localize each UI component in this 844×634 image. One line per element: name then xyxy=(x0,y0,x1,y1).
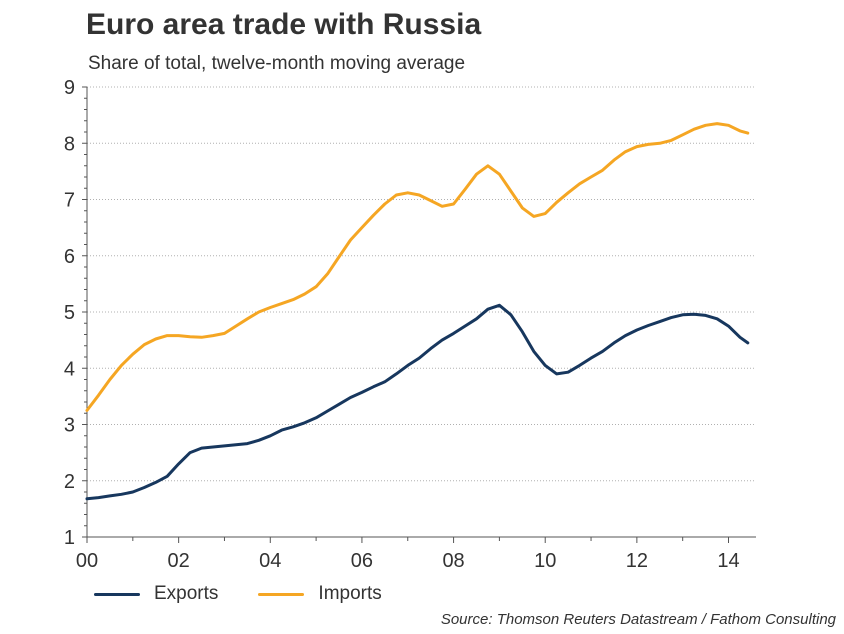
y-tick-label-2: 2 xyxy=(64,471,75,493)
series-line-imports xyxy=(85,122,750,412)
source-note: Source: Thomson Reuters Datastream / Fat… xyxy=(440,611,836,628)
x-tick-label-08: 08 xyxy=(442,550,464,572)
gridlines xyxy=(87,86,756,482)
chart-subtitle: Share of total, twelve-month moving aver… xyxy=(88,53,466,74)
y-tick-label-9: 9 xyxy=(64,77,75,99)
y-tick-label-5: 5 xyxy=(64,302,75,324)
y-tick-label-8: 8 xyxy=(64,133,75,155)
legend-swatch-imports xyxy=(258,592,305,596)
series-lines xyxy=(85,122,750,501)
y-tick-label-3: 3 xyxy=(64,415,75,437)
legend-label-imports: Imports xyxy=(318,583,382,604)
legend: Exports Imports xyxy=(94,583,422,605)
y-tick-label-6: 6 xyxy=(64,246,75,268)
x-tick-label-12: 12 xyxy=(626,550,648,572)
x-tick-label-06: 06 xyxy=(351,550,373,572)
y-tick-label-7: 7 xyxy=(64,190,75,212)
y-tick-label-1: 1 xyxy=(64,527,75,549)
x-tick-label-14: 14 xyxy=(717,550,739,572)
axes xyxy=(82,86,756,543)
x-tick-label-10: 10 xyxy=(534,550,556,572)
chart-title: Euro area trade with Russia xyxy=(86,8,482,41)
x-tick-label-00: 00 xyxy=(76,550,98,572)
x-tick-label-04: 04 xyxy=(259,550,281,572)
legend-swatch-exports xyxy=(94,592,140,596)
y-tick-label-4: 4 xyxy=(64,358,75,380)
series-line-exports xyxy=(85,303,750,501)
legend-item-imports: Imports xyxy=(258,583,382,605)
x-tick-label-02: 02 xyxy=(168,550,190,572)
legend-label-exports: Exports xyxy=(154,583,219,604)
legend-item-exports: Exports xyxy=(94,583,218,605)
